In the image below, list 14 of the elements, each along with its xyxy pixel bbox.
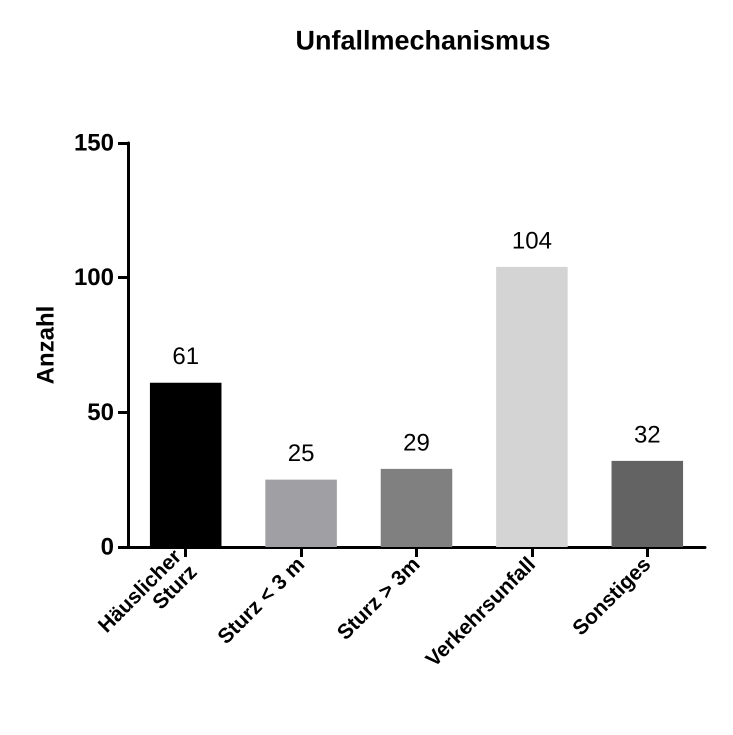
data-label: 61: [172, 343, 200, 370]
y-tick-label: 150: [74, 130, 114, 156]
y-axis-title: Anzahl: [32, 306, 60, 384]
bar: [612, 460, 684, 547]
bar: [265, 480, 337, 547]
data-label: 29: [403, 429, 430, 456]
chart-title: Unfallmechanismus: [295, 26, 551, 56]
data-label: 25: [288, 440, 314, 468]
y-tick-label: 50: [87, 398, 114, 426]
bar: [380, 468, 452, 547]
bar: [496, 266, 568, 547]
data-label: 104: [512, 227, 552, 254]
data-label: 32: [634, 421, 661, 448]
y-tick-label: 100: [74, 264, 114, 292]
